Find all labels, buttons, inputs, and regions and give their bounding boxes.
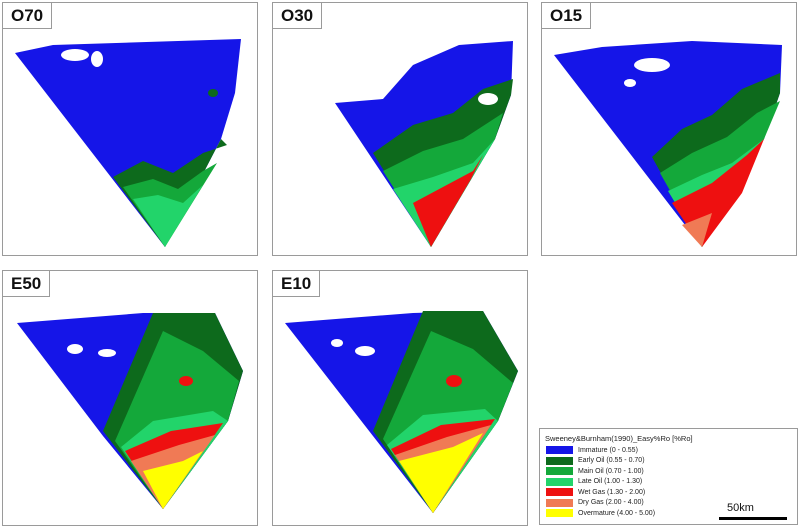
legend-item-early-oil: Early Oil (0.55 - 0.70) — [546, 456, 655, 467]
panel-label: O70 — [3, 3, 53, 29]
maturity-map-o15 — [554, 41, 782, 247]
legend-list: Immature (0 - 0.55) Early Oil (0.55 - 0.… — [546, 445, 655, 519]
maturity-map-o30 — [335, 41, 513, 247]
panel-label: E50 — [3, 271, 51, 297]
legend-label: Immature (0 - 0.55) — [578, 446, 638, 454]
legend-label: Dry Gas (2.00 - 4.00) — [578, 499, 644, 507]
legend-item-overmature: Overmature (4.00 - 5.00) — [546, 508, 655, 519]
legend-label: Wet Gas (1.30 - 2.00) — [578, 488, 646, 496]
panel-label: O15 — [542, 3, 592, 29]
map-panel-o30: O30 — [272, 2, 528, 256]
legend-swatch — [546, 488, 573, 497]
maturity-map-e50 — [17, 313, 243, 509]
legend-swatch — [546, 446, 573, 455]
maturity-map-o70 — [15, 39, 241, 247]
legend-item-immature: Immature (0 - 0.55) — [546, 445, 655, 456]
maturity-map-e10 — [285, 311, 518, 513]
scale-bar — [719, 517, 787, 520]
legend-label: Overmature (4.00 - 5.00) — [578, 509, 656, 517]
legend-swatch — [546, 509, 573, 518]
legend-label: Main Oil (0.70 - 1.00) — [578, 467, 644, 475]
legend-item-dry-gas: Dry Gas (2.00 - 4.00) — [546, 498, 655, 509]
legend-label: Early Oil (0.55 - 0.70) — [578, 457, 645, 465]
legend-item-wet-gas: Wet Gas (1.30 - 2.00) — [546, 487, 655, 498]
map-panel-e10: E10 — [272, 270, 528, 526]
legend-swatch — [546, 456, 573, 465]
scale-bar-label: 50km — [727, 502, 754, 514]
legend-item-late-oil: Late Oil (1.00 - 1.30) — [546, 477, 655, 488]
legend-item-main-oil: Main Oil (0.70 - 1.00) — [546, 466, 655, 477]
map-legend: Sweeney&Burnham(1990)_Easy%Ro [%Ro] Imma… — [539, 428, 798, 525]
panel-label: O30 — [273, 3, 323, 29]
map-panel-o70: O70 — [2, 2, 258, 256]
legend-swatch — [546, 498, 573, 507]
legend-title: Sweeney&Burnham(1990)_Easy%Ro [%Ro] — [545, 434, 693, 443]
map-panel-o15: O15 — [541, 2, 797, 256]
panel-label: E10 — [273, 271, 321, 297]
legend-swatch — [546, 467, 573, 476]
legend-swatch — [546, 477, 573, 486]
legend-label: Late Oil (1.00 - 1.30) — [578, 478, 643, 486]
map-panel-e50: E50 — [2, 270, 258, 526]
